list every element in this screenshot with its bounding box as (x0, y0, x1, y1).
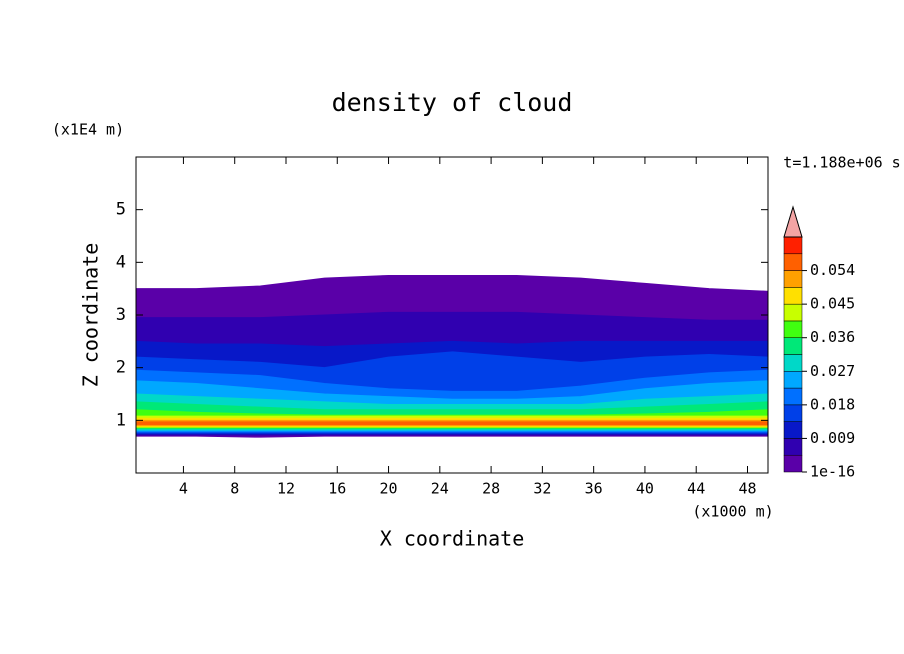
colorbar-band (783, 253, 803, 271)
y-unit: (x1E4 m) (52, 121, 124, 139)
colorbar-tick-label: 0.027 (810, 362, 855, 380)
x-tick-label: 40 (636, 480, 654, 498)
colorbar-band (783, 270, 803, 288)
x-tick-label: 4 (179, 480, 188, 498)
x-tick-label: 16 (328, 480, 346, 498)
y-tick-label: 3 (116, 305, 126, 325)
chart-title: density of cloud (332, 88, 573, 117)
colorbar-tick-label: 0.054 (810, 261, 855, 279)
x-tick-label: 12 (277, 480, 295, 498)
colorbar-band (783, 438, 803, 456)
x-tick-label: 36 (585, 480, 603, 498)
colorbar-tick-label: 1e-16 (810, 463, 855, 481)
x-tick-label: 32 (533, 480, 551, 498)
x-tick-label: 24 (431, 480, 449, 498)
x-axis-label: X coordinate (380, 527, 525, 551)
colorbar-band (783, 387, 803, 406)
colorbar-band (783, 371, 803, 389)
x-tick-label: 8 (230, 480, 239, 498)
y-axis-label: Z coordinate (79, 243, 103, 388)
y-tick-label: 4 (116, 252, 126, 272)
colorbar-band (783, 404, 803, 422)
x-tick-label: 44 (687, 480, 705, 498)
colorbar-extend (783, 205, 803, 238)
colorbar-band (783, 236, 803, 255)
y-tick-label: 1 (116, 410, 126, 430)
colorbar-tick-label: 0.009 (810, 429, 855, 447)
x-tick-label: 20 (380, 480, 398, 498)
colorbar-tick-label: 0.045 (810, 295, 855, 313)
colorbar-tick-label: 0.036 (810, 328, 855, 346)
x-tick-label: 48 (738, 480, 756, 498)
colorbar-band (783, 303, 803, 322)
colorbar-band (783, 421, 803, 439)
y-tick-label: 5 (116, 200, 126, 220)
colorbar-band (783, 287, 803, 305)
colorbar-band (783, 454, 803, 473)
colorbar-tick-label: 0.018 (810, 395, 855, 413)
y-tick-label: 2 (116, 358, 126, 378)
colorbar-band (783, 354, 803, 372)
x-unit: (x1000 m) (692, 503, 773, 521)
x-tick-label: 28 (482, 480, 500, 498)
contour-band (135, 421, 769, 426)
colorbar-band (783, 337, 803, 355)
colorbar-band (783, 320, 803, 338)
time-label: t=1.188e+06 s (783, 154, 900, 172)
